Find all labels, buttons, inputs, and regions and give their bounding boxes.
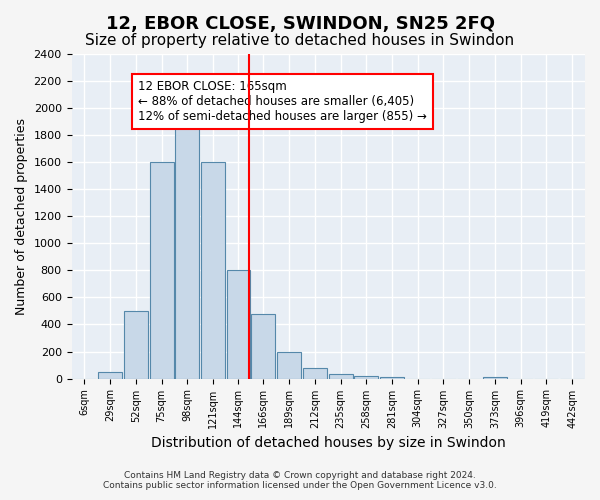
Text: 12 EBOR CLOSE: 165sqm
← 88% of detached houses are smaller (6,405)
12% of semi-d: 12 EBOR CLOSE: 165sqm ← 88% of detached … [138,80,427,123]
Bar [380,377,404,378]
X-axis label: Distribution of detached houses by size in Swindon: Distribution of detached houses by size … [151,436,506,450]
Text: 12, EBOR CLOSE, SWINDON, SN25 2FQ: 12, EBOR CLOSE, SWINDON, SN25 2FQ [106,15,494,33]
Bar [303,368,327,378]
Text: Size of property relative to detached houses in Swindon: Size of property relative to detached ho… [85,32,515,48]
Bar [227,270,250,378]
Bar [354,376,379,378]
Bar [149,162,173,378]
Text: Contains HM Land Registry data © Crown copyright and database right 2024.
Contai: Contains HM Land Registry data © Crown c… [103,470,497,490]
Bar [175,115,199,378]
Bar [251,314,275,378]
Bar [201,162,225,378]
Bar [124,311,148,378]
Bar [483,377,507,378]
Bar [98,372,122,378]
Bar [329,374,353,378]
Y-axis label: Number of detached properties: Number of detached properties [15,118,28,315]
Bar [277,352,301,378]
